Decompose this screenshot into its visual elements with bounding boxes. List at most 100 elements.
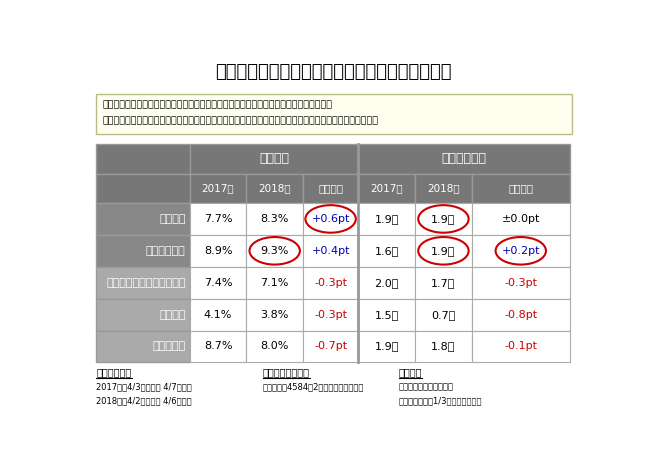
FancyBboxPatch shape xyxy=(303,330,358,362)
FancyBboxPatch shape xyxy=(96,235,190,267)
Text: 4.1%: 4.1% xyxy=(204,310,232,320)
FancyBboxPatch shape xyxy=(96,299,190,330)
Text: 昨年比較: 昨年比較 xyxy=(318,183,343,193)
Text: 2018年: 2018年 xyxy=(259,183,291,193)
FancyBboxPatch shape xyxy=(472,203,570,235)
Text: 1.5回: 1.5回 xyxy=(374,310,399,320)
FancyBboxPatch shape xyxy=(246,330,303,362)
Text: 羽鳥慎一モーニングショー: 羽鳥慎一モーニングショー xyxy=(106,278,185,288)
Text: とくダネ！: とくダネ！ xyxy=(152,342,185,351)
Text: 8.9%: 8.9% xyxy=(203,246,232,256)
Text: 平均視聴回数: 平均視聴回数 xyxy=(441,152,487,165)
FancyBboxPatch shape xyxy=(246,174,303,203)
Text: 視聴割合が最も高い番組は「スッキリ！！」、昨年からの上昇が高い番組は「あさイチ」: 視聴割合が最も高い番組は「スッキリ！！」、昨年からの上昇が高い番組は「あさイチ」 xyxy=(103,100,332,109)
FancyBboxPatch shape xyxy=(96,267,190,299)
FancyBboxPatch shape xyxy=(303,203,358,235)
Text: -0.8pt: -0.8pt xyxy=(504,310,538,320)
Text: 7.4%: 7.4% xyxy=(203,278,232,288)
FancyBboxPatch shape xyxy=(358,330,415,362)
FancyBboxPatch shape xyxy=(96,174,190,203)
Text: 2018年：4/2（月）～ 4/6（金）: 2018年：4/2（月）～ 4/6（金） xyxy=(96,397,192,406)
FancyBboxPatch shape xyxy=(472,267,570,299)
FancyBboxPatch shape xyxy=(96,144,190,174)
FancyBboxPatch shape xyxy=(415,299,472,330)
FancyBboxPatch shape xyxy=(190,267,246,299)
Text: -0.3pt: -0.3pt xyxy=(504,278,538,288)
FancyBboxPatch shape xyxy=(190,299,246,330)
FancyBboxPatch shape xyxy=(96,94,573,134)
Text: 2018年: 2018年 xyxy=(427,183,460,193)
Text: スッキリ！！: スッキリ！！ xyxy=(146,246,185,256)
FancyBboxPatch shape xyxy=(415,203,472,235)
FancyBboxPatch shape xyxy=(358,299,415,330)
Text: 昨年比較: 昨年比較 xyxy=(508,183,533,193)
Text: 8.3%: 8.3% xyxy=(261,214,289,224)
Text: 1.9回: 1.9回 xyxy=(374,342,399,351)
Text: 2017年：4/3（月）～ 4/7（金）: 2017年：4/3（月）～ 4/7（金） xyxy=(96,382,192,391)
FancyBboxPatch shape xyxy=(472,299,570,330)
FancyBboxPatch shape xyxy=(358,267,415,299)
Text: 1.9回: 1.9回 xyxy=(431,214,456,224)
FancyBboxPatch shape xyxy=(472,235,570,267)
FancyBboxPatch shape xyxy=(358,235,415,267)
Text: -0.3pt: -0.3pt xyxy=(314,310,347,320)
FancyBboxPatch shape xyxy=(190,203,246,235)
FancyBboxPatch shape xyxy=(415,330,472,362)
Text: +0.6pt: +0.6pt xyxy=(311,214,350,224)
Text: 1.6回: 1.6回 xyxy=(374,246,399,256)
Text: 0.7回: 0.7回 xyxy=(431,310,456,320)
FancyBboxPatch shape xyxy=(303,299,358,330)
Text: -0.7pt: -0.7pt xyxy=(314,342,347,351)
Text: 2.0回: 2.0回 xyxy=(374,278,399,288)
FancyBboxPatch shape xyxy=(358,144,570,174)
FancyBboxPatch shape xyxy=(190,174,246,203)
FancyBboxPatch shape xyxy=(303,267,358,299)
FancyBboxPatch shape xyxy=(472,330,570,362)
Text: 2017年: 2017年 xyxy=(370,183,403,193)
Text: あさイチ: あさイチ xyxy=(159,214,185,224)
Text: 2017年: 2017年 xyxy=(202,183,235,193)
FancyBboxPatch shape xyxy=(358,203,415,235)
Text: 8.0%: 8.0% xyxy=(261,342,289,351)
Text: 1.9回: 1.9回 xyxy=(431,246,456,256)
Text: 8.7%: 8.7% xyxy=(203,342,232,351)
Text: 平均視聴回数が多い番組は「あさイチ」「スッキリ！！」、昨年からの上昇が高い番組は「スッキリ！！」: 平均視聴回数が多い番組は「あさイチ」「スッキリ！！」、昨年からの上昇が高い番組は… xyxy=(103,117,378,126)
Text: 7.7%: 7.7% xyxy=(203,214,232,224)
Text: 1.7回: 1.7回 xyxy=(431,278,456,288)
Text: 視聴条件: 視聴条件 xyxy=(398,368,422,378)
Text: +0.2pt: +0.2pt xyxy=(502,246,540,256)
Text: ビビット: ビビット xyxy=(159,310,185,320)
FancyBboxPatch shape xyxy=(472,174,570,203)
Text: 集計対象期間: 集計対象期間 xyxy=(96,368,131,378)
Text: 7.1%: 7.1% xyxy=(261,278,289,288)
Text: -0.1pt: -0.1pt xyxy=(504,342,538,351)
FancyBboxPatch shape xyxy=(246,203,303,235)
FancyBboxPatch shape xyxy=(246,299,303,330)
FancyBboxPatch shape xyxy=(303,174,358,203)
Text: 9.3%: 9.3% xyxy=(261,246,289,256)
FancyBboxPatch shape xyxy=(246,235,303,267)
Text: 1.9回: 1.9回 xyxy=(374,214,399,224)
Text: 番組放送時間の1/3以上であること: 番組放送時間の1/3以上であること xyxy=(398,397,482,406)
FancyBboxPatch shape xyxy=(358,174,415,203)
Text: ±0.0pt: ±0.0pt xyxy=(502,214,540,224)
FancyBboxPatch shape xyxy=(190,330,246,362)
FancyBboxPatch shape xyxy=(415,174,472,203)
Text: -0.3pt: -0.3pt xyxy=(314,278,347,288)
Text: 集計対象モニター: 集計対象モニター xyxy=(263,368,309,378)
Text: 3.8%: 3.8% xyxy=(261,310,289,320)
FancyBboxPatch shape xyxy=(415,235,472,267)
Text: +0.4pt: +0.4pt xyxy=(311,246,350,256)
FancyBboxPatch shape xyxy=(190,144,358,174)
FancyBboxPatch shape xyxy=(303,235,358,267)
Text: 視聴割合と平均視聴回数の比較【朝の情報番組】: 視聴割合と平均視聴回数の比較【朝の情報番組】 xyxy=(215,63,451,81)
FancyBboxPatch shape xyxy=(190,235,246,267)
FancyBboxPatch shape xyxy=(96,203,190,235)
FancyBboxPatch shape xyxy=(415,267,472,299)
Text: 個人全体：4584（2期間有効モニター）: 個人全体：4584（2期間有効モニター） xyxy=(263,382,364,391)
FancyBboxPatch shape xyxy=(246,267,303,299)
Text: 当該放送回の視聴時間が: 当該放送回の視聴時間が xyxy=(398,382,454,391)
Text: 1.8回: 1.8回 xyxy=(431,342,456,351)
Text: 視聴割合: 視聴割合 xyxy=(259,152,289,165)
FancyBboxPatch shape xyxy=(96,330,190,362)
